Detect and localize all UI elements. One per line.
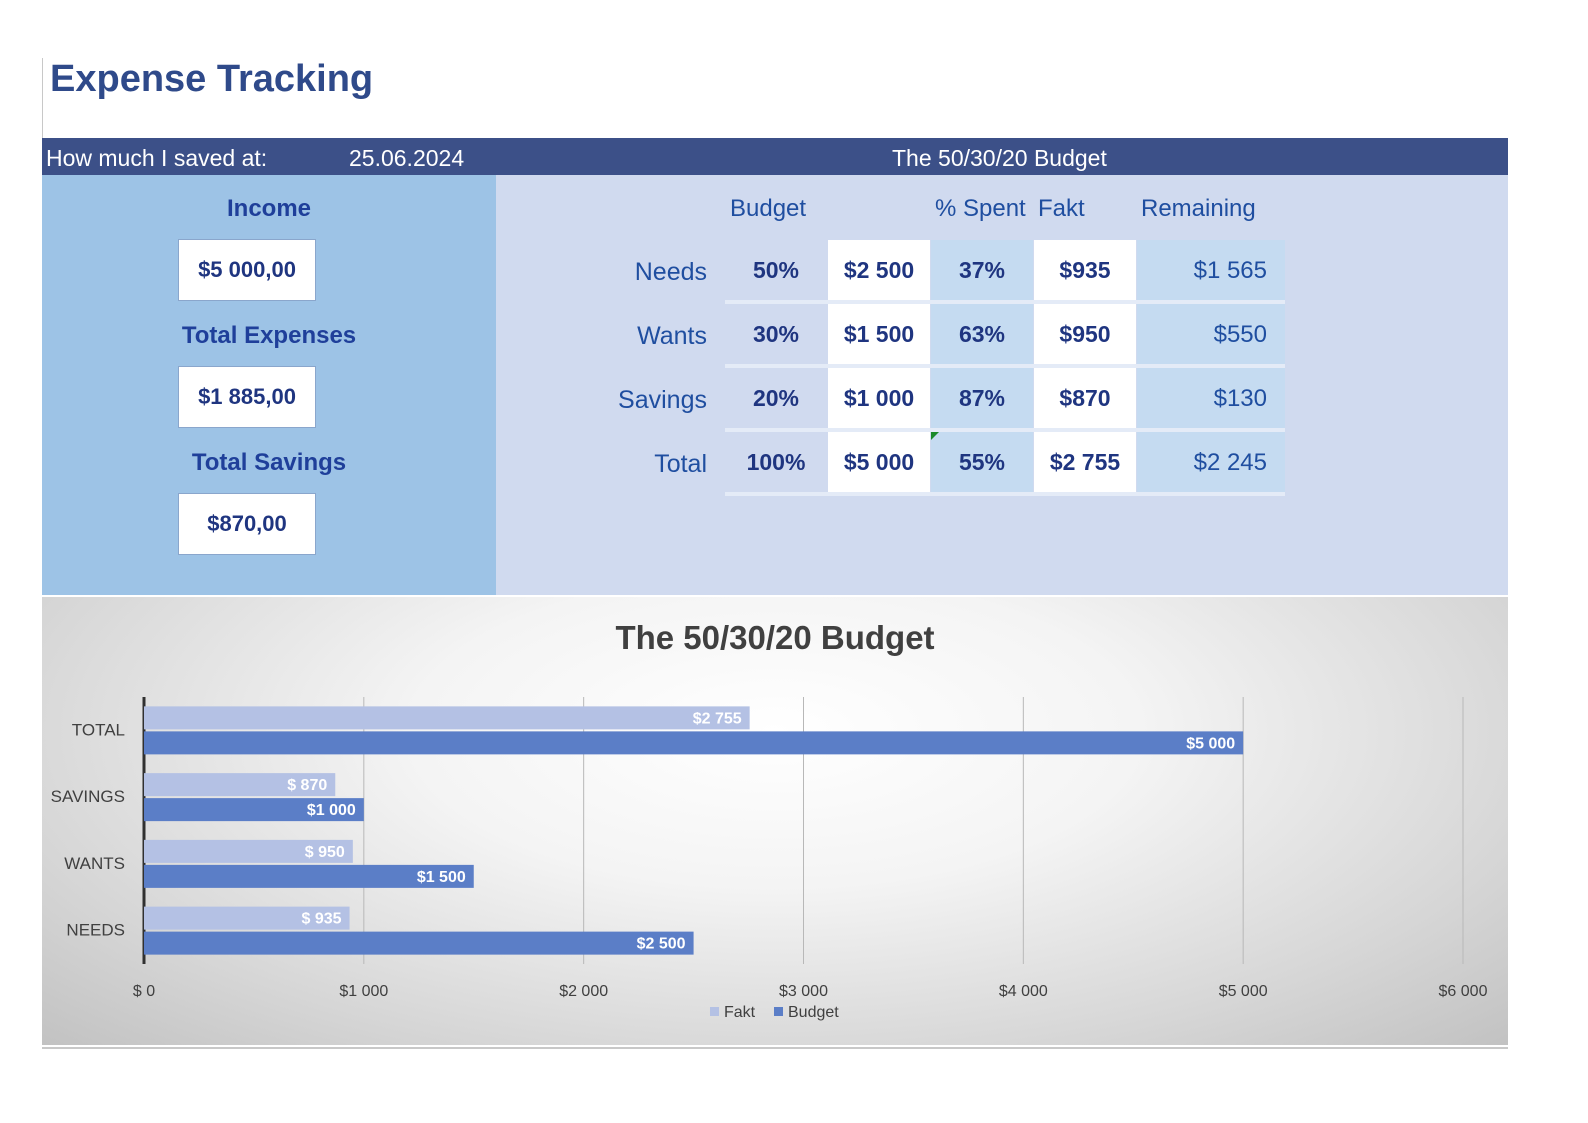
row-label-total: Total bbox=[654, 450, 707, 478]
bar-fakt bbox=[144, 773, 336, 797]
needs-spent[interactable]: 37% bbox=[931, 240, 1033, 301]
row-divider bbox=[725, 364, 1285, 368]
bar-data-label: $5 000 bbox=[1186, 735, 1235, 752]
x-tick-label: $3 000 bbox=[779, 983, 828, 1000]
bar-fakt bbox=[144, 839, 353, 863]
wants-remaining[interactable]: $550 bbox=[1137, 304, 1285, 365]
x-tick-label: $1 000 bbox=[339, 983, 388, 1000]
x-tick-label: $4 000 bbox=[999, 983, 1048, 1000]
row-divider bbox=[725, 428, 1285, 432]
needs-remaining[interactable]: $1 565 bbox=[1137, 240, 1285, 301]
legend-label: Budget bbox=[788, 1004, 839, 1021]
bar-data-label: $1 000 bbox=[307, 802, 356, 819]
col-header-budget: Budget bbox=[730, 195, 807, 222]
legend-swatch bbox=[774, 1007, 783, 1016]
x-tick-label: $2 000 bbox=[559, 983, 608, 1000]
bar-data-label: $ 950 bbox=[305, 844, 345, 861]
category-label: SAVINGS bbox=[51, 787, 125, 806]
bar-data-label: $2 500 bbox=[637, 936, 686, 953]
budget-header-title: The 50/30/20 Budget bbox=[892, 145, 1107, 171]
total-spent[interactable]: 55% bbox=[931, 432, 1033, 493]
x-tick-label: $5 000 bbox=[1219, 983, 1268, 1000]
row-label-needs: Needs bbox=[634, 258, 707, 286]
needs-budget[interactable]: $2 500 bbox=[828, 240, 930, 301]
total-fakt[interactable]: $2 755 bbox=[1034, 432, 1136, 493]
bar-budget bbox=[144, 798, 364, 822]
income-label: Income bbox=[226, 195, 312, 222]
col-header-spent: % Spent bbox=[935, 195, 1026, 222]
category-label: WANTS bbox=[64, 854, 125, 873]
bar-data-label: $2 755 bbox=[693, 710, 742, 727]
bar-budget bbox=[144, 731, 1244, 755]
bar-data-label: $ 870 bbox=[287, 777, 327, 794]
col-header-fakt: Fakt bbox=[1038, 195, 1085, 222]
cell-comment-indicator bbox=[931, 432, 939, 440]
x-tick-label: $ 0 bbox=[133, 983, 155, 1000]
savings-remaining[interactable]: $130 bbox=[1137, 368, 1285, 429]
wants-pct[interactable]: 30% bbox=[752, 321, 800, 347]
legend-label: Fakt bbox=[724, 1004, 756, 1021]
savings-fakt[interactable]: $870 bbox=[1034, 368, 1136, 429]
total-pct[interactable]: 100% bbox=[746, 449, 806, 475]
total-savings-label: Total Savings bbox=[191, 449, 347, 476]
bar-data-label: $ 935 bbox=[301, 911, 341, 928]
saved-at-date[interactable]: 25.06.2024 bbox=[349, 145, 465, 171]
header-band: How much I saved at: 25.06.2024 The 50/3… bbox=[42, 138, 1508, 175]
total-remaining[interactable]: $2 245 bbox=[1137, 432, 1285, 493]
needs-fakt[interactable]: $935 bbox=[1034, 240, 1136, 301]
wants-budget[interactable]: $1 500 bbox=[828, 304, 930, 365]
budget-chart[interactable]: The 50/30/20 Budget $ 0 $1 000 $2 000 $3 000… bbox=[42, 597, 1508, 1045]
col-header-remaining: Remaining bbox=[1141, 195, 1256, 222]
summary-panel: Income $5 000,00 Total Expenses $1 885,0… bbox=[42, 175, 496, 595]
bar-fakt bbox=[144, 906, 350, 930]
bar-fakt bbox=[144, 706, 750, 730]
total-expenses-label: Total Expenses bbox=[181, 322, 357, 349]
bar-budget bbox=[144, 864, 474, 888]
saved-at-label: How much I saved at: bbox=[46, 145, 268, 171]
total-budget[interactable]: $5 000 bbox=[828, 432, 930, 493]
wants-fakt[interactable]: $950 bbox=[1034, 304, 1136, 365]
wants-spent[interactable]: 63% bbox=[931, 304, 1033, 365]
savings-pct[interactable]: 20% bbox=[752, 385, 800, 411]
bar-budget bbox=[144, 931, 694, 955]
row-divider bbox=[725, 492, 1285, 496]
total-savings-value[interactable]: $870,00 bbox=[178, 493, 316, 555]
chart-svg: The 50/30/20 Budget $ 0 $1 000 $2 000 $3 000… bbox=[51, 619, 1488, 1021]
row-label-wants: Wants bbox=[637, 322, 707, 350]
row-divider bbox=[725, 300, 1285, 304]
x-tick-label: $6 000 bbox=[1439, 983, 1488, 1000]
sheet-bottom-border bbox=[42, 1047, 1508, 1049]
total-expenses-value[interactable]: $1 885,00 bbox=[178, 366, 316, 428]
category-label: TOTAL bbox=[72, 720, 125, 739]
row-label-savings: Savings bbox=[618, 386, 707, 414]
savings-spent[interactable]: 87% bbox=[931, 368, 1033, 429]
legend-swatch bbox=[710, 1007, 719, 1016]
category-label: NEEDS bbox=[66, 921, 125, 940]
sheet-left-border bbox=[42, 58, 43, 138]
page-title: Expense Tracking bbox=[50, 58, 374, 100]
income-value[interactable]: $5 000,00 bbox=[178, 239, 316, 301]
needs-pct[interactable]: 50% bbox=[752, 257, 800, 283]
savings-budget[interactable]: $1 000 bbox=[828, 368, 930, 429]
bar-data-label: $1 500 bbox=[417, 869, 466, 886]
chart-title: The 50/30/20 Budget bbox=[615, 619, 934, 656]
